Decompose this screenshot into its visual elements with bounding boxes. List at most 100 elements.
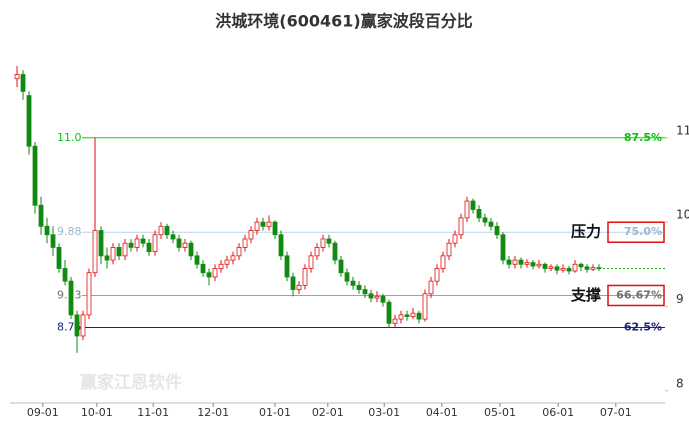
- candle-body: [26, 95, 32, 147]
- candle-body: [74, 314, 80, 337]
- candle-body: [488, 221, 494, 227]
- candle-body: [434, 268, 440, 282]
- x-tick-label: 04-01: [426, 406, 458, 419]
- candle-body: [506, 259, 512, 265]
- candle-body: [560, 268, 566, 271]
- y-tick-label: 9: [676, 292, 684, 306]
- candle-body: [392, 318, 398, 324]
- candle-body: [542, 263, 548, 269]
- candle-body: [446, 242, 452, 257]
- candle-body: [308, 255, 314, 269]
- candle-body: [182, 242, 188, 248]
- candle-body: [248, 230, 254, 240]
- candle-body: [482, 217, 488, 223]
- candle-body: [296, 284, 302, 290]
- candle-body: [314, 247, 320, 257]
- candle-body: [494, 225, 500, 236]
- candle-body: [14, 74, 20, 80]
- candle-body: [32, 145, 38, 206]
- x-tick-label: 06-01: [542, 406, 574, 419]
- candle-body: [254, 221, 260, 231]
- candle-body: [98, 230, 104, 257]
- candle-body: [122, 242, 128, 257]
- candle-body: [146, 242, 152, 253]
- candle-body: [464, 200, 470, 219]
- y-tick-label: 11: [676, 123, 689, 137]
- x-tick-label: 01-01: [259, 406, 291, 419]
- level-value-label: 11.0: [57, 131, 82, 144]
- annotation-box: [607, 221, 665, 243]
- candle-body: [500, 234, 506, 261]
- candle-body: [548, 266, 554, 269]
- candle-body: [224, 259, 230, 265]
- candle-body: [92, 230, 98, 274]
- candle-body: [584, 266, 590, 270]
- candle-body: [68, 280, 74, 316]
- candle-body: [374, 295, 380, 299]
- candle-body: [50, 234, 56, 248]
- y-tick-label: 8: [676, 376, 684, 390]
- candle-body: [428, 280, 434, 295]
- candle-body: [278, 234, 284, 257]
- candle-body: [452, 234, 458, 244]
- candle-body: [380, 295, 386, 303]
- candle-body: [422, 293, 428, 320]
- candle-body: [152, 234, 158, 253]
- candle-body: [458, 217, 464, 236]
- candle-body: [326, 238, 332, 244]
- candle-body: [518, 259, 524, 265]
- candle-body: [56, 247, 62, 269]
- x-tick-label: 10-01: [81, 406, 113, 419]
- candle-body: [476, 209, 482, 219]
- annotation-box: [607, 284, 665, 307]
- candle-body: [260, 221, 266, 227]
- candle-body: [512, 259, 518, 265]
- candle-body: [128, 242, 134, 248]
- candle-body: [272, 221, 278, 236]
- candle-body: [206, 272, 212, 278]
- candle-body: [62, 268, 68, 282]
- candle-body: [338, 259, 344, 274]
- candle-body: [332, 242, 338, 261]
- candle-body: [200, 263, 206, 274]
- candle-body: [416, 312, 422, 320]
- x-tick-label: 09-01: [27, 406, 59, 419]
- candle-body: [566, 268, 572, 272]
- candle-body: [134, 238, 140, 248]
- candle-body: [236, 247, 242, 257]
- candle-body: [44, 225, 50, 236]
- y-tick-label: 10: [676, 208, 689, 222]
- candle-body: [386, 301, 392, 324]
- candle-body: [524, 262, 530, 265]
- candle-body: [110, 247, 116, 261]
- candle-body: [194, 255, 200, 265]
- x-tick-label: 11-01: [137, 406, 169, 419]
- candle-body: [164, 225, 170, 236]
- level-percent-label: 75.0%: [624, 225, 662, 238]
- candle-body: [104, 255, 110, 261]
- candle-body: [344, 272, 350, 282]
- candle-body: [170, 234, 176, 240]
- candle-body: [362, 289, 368, 295]
- candle-body: [356, 284, 362, 290]
- candle-body: [140, 238, 146, 244]
- candle-body: [410, 312, 416, 317]
- candle-body: [158, 225, 164, 236]
- candle-body: [188, 242, 194, 257]
- candle-body: [38, 204, 44, 227]
- candle-body: [320, 238, 326, 248]
- candle-body: [350, 280, 356, 286]
- level-value-label: 9.88: [57, 225, 82, 238]
- candle-body: [302, 268, 308, 286]
- candle-body: [20, 74, 26, 92]
- chart-title: 洪城环境(600461)赢家波段百分比: [215, 12, 472, 31]
- annotation: 压力: [571, 223, 601, 241]
- candle-body: [368, 293, 374, 299]
- level-percent-label: 87.5%: [624, 131, 662, 144]
- candle-body: [86, 272, 92, 316]
- candle-body: [290, 276, 296, 290]
- candle-body: [218, 263, 224, 269]
- candle-body: [266, 221, 272, 227]
- x-tick-label: 03-01: [368, 406, 400, 419]
